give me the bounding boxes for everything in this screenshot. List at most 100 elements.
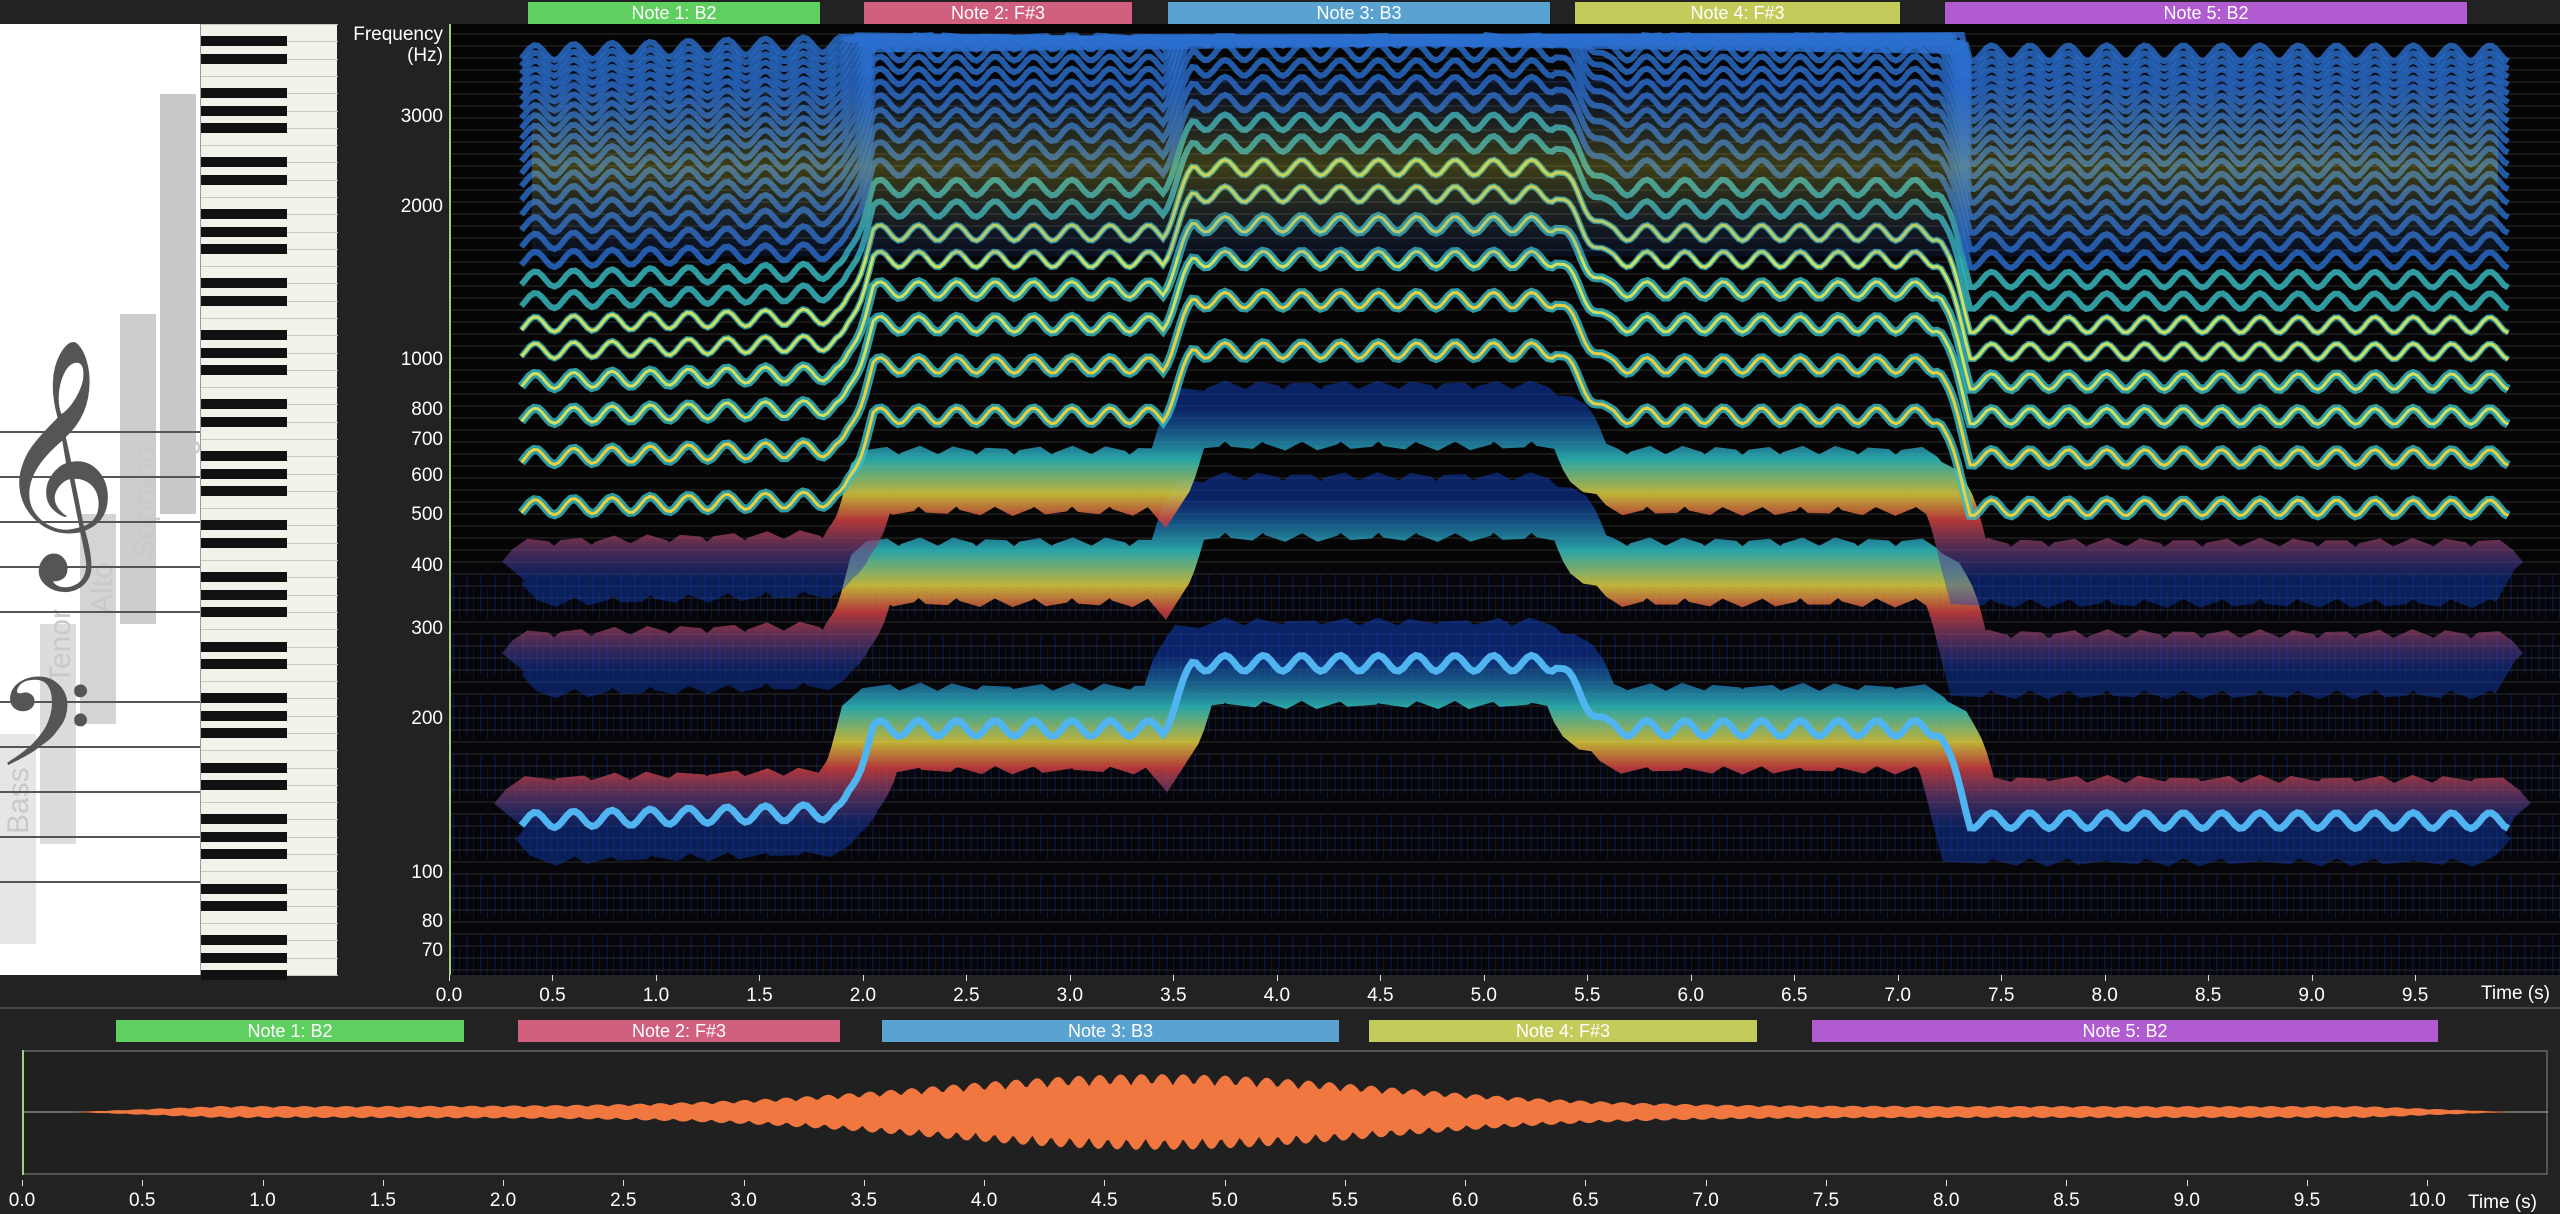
note-bar-4[interactable]: Note 4: F#3 (1575, 2, 1900, 24)
piano-white-key-edge (201, 750, 338, 752)
note-bar-3[interactable]: Note 3: B3 (1168, 2, 1550, 24)
time-tick-mark (966, 975, 968, 981)
time-tick-label: 0.0 (435, 985, 463, 1006)
time-tick-label: 5.0 (1470, 985, 1498, 1006)
frequency-tick: 400 (411, 555, 443, 576)
piano-black-key (201, 347, 287, 358)
time-tick-mark (759, 975, 761, 981)
waveform-plot[interactable] (22, 1050, 2548, 1175)
spectrogram-harmonic (502, 472, 2524, 700)
voice-range-soprano (120, 314, 156, 624)
piano-black-key (201, 226, 287, 237)
spectrogram-plot[interactable] (449, 24, 2560, 975)
wave-time-tick-mark (2306, 1180, 2308, 1186)
wave-note-bar-2[interactable]: Note 2: F#3 (518, 1020, 840, 1042)
piano-black-key (201, 520, 287, 531)
piano-black-key (201, 849, 287, 859)
frequency-tick: 600 (411, 465, 443, 486)
time-tick-label: 2.0 (849, 985, 877, 1006)
wave-note-bar-4[interactable]: Note 4: F#3 (1369, 1020, 1757, 1042)
time-tick-mark (1380, 975, 1382, 981)
wave-time-tick-label: 4.0 (970, 1190, 998, 1211)
wave-time-tick-mark (623, 1180, 625, 1186)
time-tick-label: 4.5 (1367, 985, 1394, 1006)
piano-white-key-edge (201, 560, 338, 561)
piano-black-key (201, 710, 287, 721)
wave-time-tick-mark (1585, 1180, 1587, 1186)
frequency-tick: 800 (411, 399, 443, 420)
spectrogram-harmonic-core (520, 290, 2510, 468)
frequency-tick: 2000 (400, 196, 443, 217)
note-bar-1[interactable]: Note 1: B2 (528, 2, 820, 24)
piano-black-key (201, 658, 287, 669)
piano-black-key (201, 451, 287, 462)
wave-time-tick-label: 10.0 (2408, 1190, 2446, 1211)
wave-time-tick-mark (262, 1180, 264, 1186)
note-bar-5[interactable]: Note 5: B2 (1945, 2, 2467, 24)
wave-time-tick-label: 1.0 (249, 1190, 276, 1211)
wave-time-tick-label: 8.0 (1932, 1190, 1960, 1211)
frequency-tick: 3000 (400, 106, 443, 127)
frequency-tick: 300 (411, 618, 443, 639)
piano-black-key (201, 952, 287, 963)
staff-line (0, 746, 200, 748)
staff-line (0, 566, 200, 568)
note-bar-2[interactable]: Note 2: F#3 (864, 2, 1132, 24)
piano-white-key-edge (201, 24, 338, 25)
time-tick-label: 1.0 (642, 985, 670, 1006)
time-tick-mark (2311, 975, 2313, 981)
wave-note-bar-1[interactable]: Note 1: B2 (116, 1020, 464, 1042)
wave-time-tick-mark (1825, 1180, 1827, 1186)
wave-note-bar-5[interactable]: Note 5: B2 (1812, 1020, 2438, 1042)
wave-time-tick-mark (1224, 1180, 1226, 1186)
piano-white-key-edge (201, 317, 338, 319)
time-tick-mark (1587, 975, 1589, 981)
wave-time-tick-label: 7.5 (1812, 1190, 1840, 1211)
spectrogram-harmonic-core (520, 341, 2510, 518)
piano-black-key (201, 900, 287, 911)
wave-time-tick-mark (2427, 1180, 2429, 1186)
frequency-tick: 80 (421, 911, 443, 932)
time-tick-mark (1897, 975, 1899, 981)
wave-note-bar-3[interactable]: Note 3: B3 (882, 1020, 1339, 1042)
piano-black-key (201, 485, 287, 496)
staff-line (0, 431, 200, 433)
wave-time-tick-label: 6.0 (1451, 1190, 1479, 1211)
time-tick-mark (1794, 975, 1796, 981)
wave-time-tick-label: 9.5 (2293, 1190, 2321, 1211)
piano-black-key (201, 693, 287, 704)
spectrogram-harmonic (519, 36, 2510, 81)
piano-black-key (201, 779, 287, 790)
staff-line (0, 611, 200, 613)
piano-black-key (201, 572, 287, 583)
voice-range-staff: Bass Tenor Alto Soprano Singable Overton… (0, 24, 200, 975)
piano-black-key (201, 88, 287, 99)
time-tick-label: 1.5 (746, 985, 773, 1006)
voice-range-tenor (40, 624, 76, 844)
piano-black-key (201, 105, 287, 116)
time-tick-mark (1276, 975, 1278, 981)
piano-white-key-edge (201, 802, 338, 804)
piano-white-key-edge (201, 266, 338, 268)
piano-black-key (201, 606, 287, 617)
piano-black-key (201, 935, 287, 946)
staff-line (0, 791, 200, 793)
wave-time-tick-label: 3.5 (850, 1190, 878, 1211)
time-tick-label: 9.0 (2298, 985, 2325, 1006)
time-tick-mark (449, 975, 450, 981)
staff-line (0, 701, 200, 703)
piano-white-key-edge (201, 75, 338, 77)
wave-time-tick-label: 8.5 (2053, 1190, 2080, 1211)
panel-divider[interactable] (0, 1007, 2560, 1009)
piano-black-key (201, 53, 287, 64)
wave-time-tick-label: 1.5 (369, 1190, 396, 1211)
pitch-contour-line (518, 651, 2511, 833)
spectrogram-formant-band (531, 78, 2498, 257)
piano-white-key-edge (201, 196, 338, 198)
voice-range-alto (80, 514, 116, 724)
time-tick-mark (1690, 975, 1692, 981)
waveform-panel: Note 1: B2 Note 2: F#3 Note 3: B3 Note 4… (0, 1010, 2560, 1214)
frequency-axis-title: Frequency (Hz) (353, 24, 443, 66)
piano-black-key (201, 243, 287, 254)
time-tick-mark (2415, 975, 2417, 981)
